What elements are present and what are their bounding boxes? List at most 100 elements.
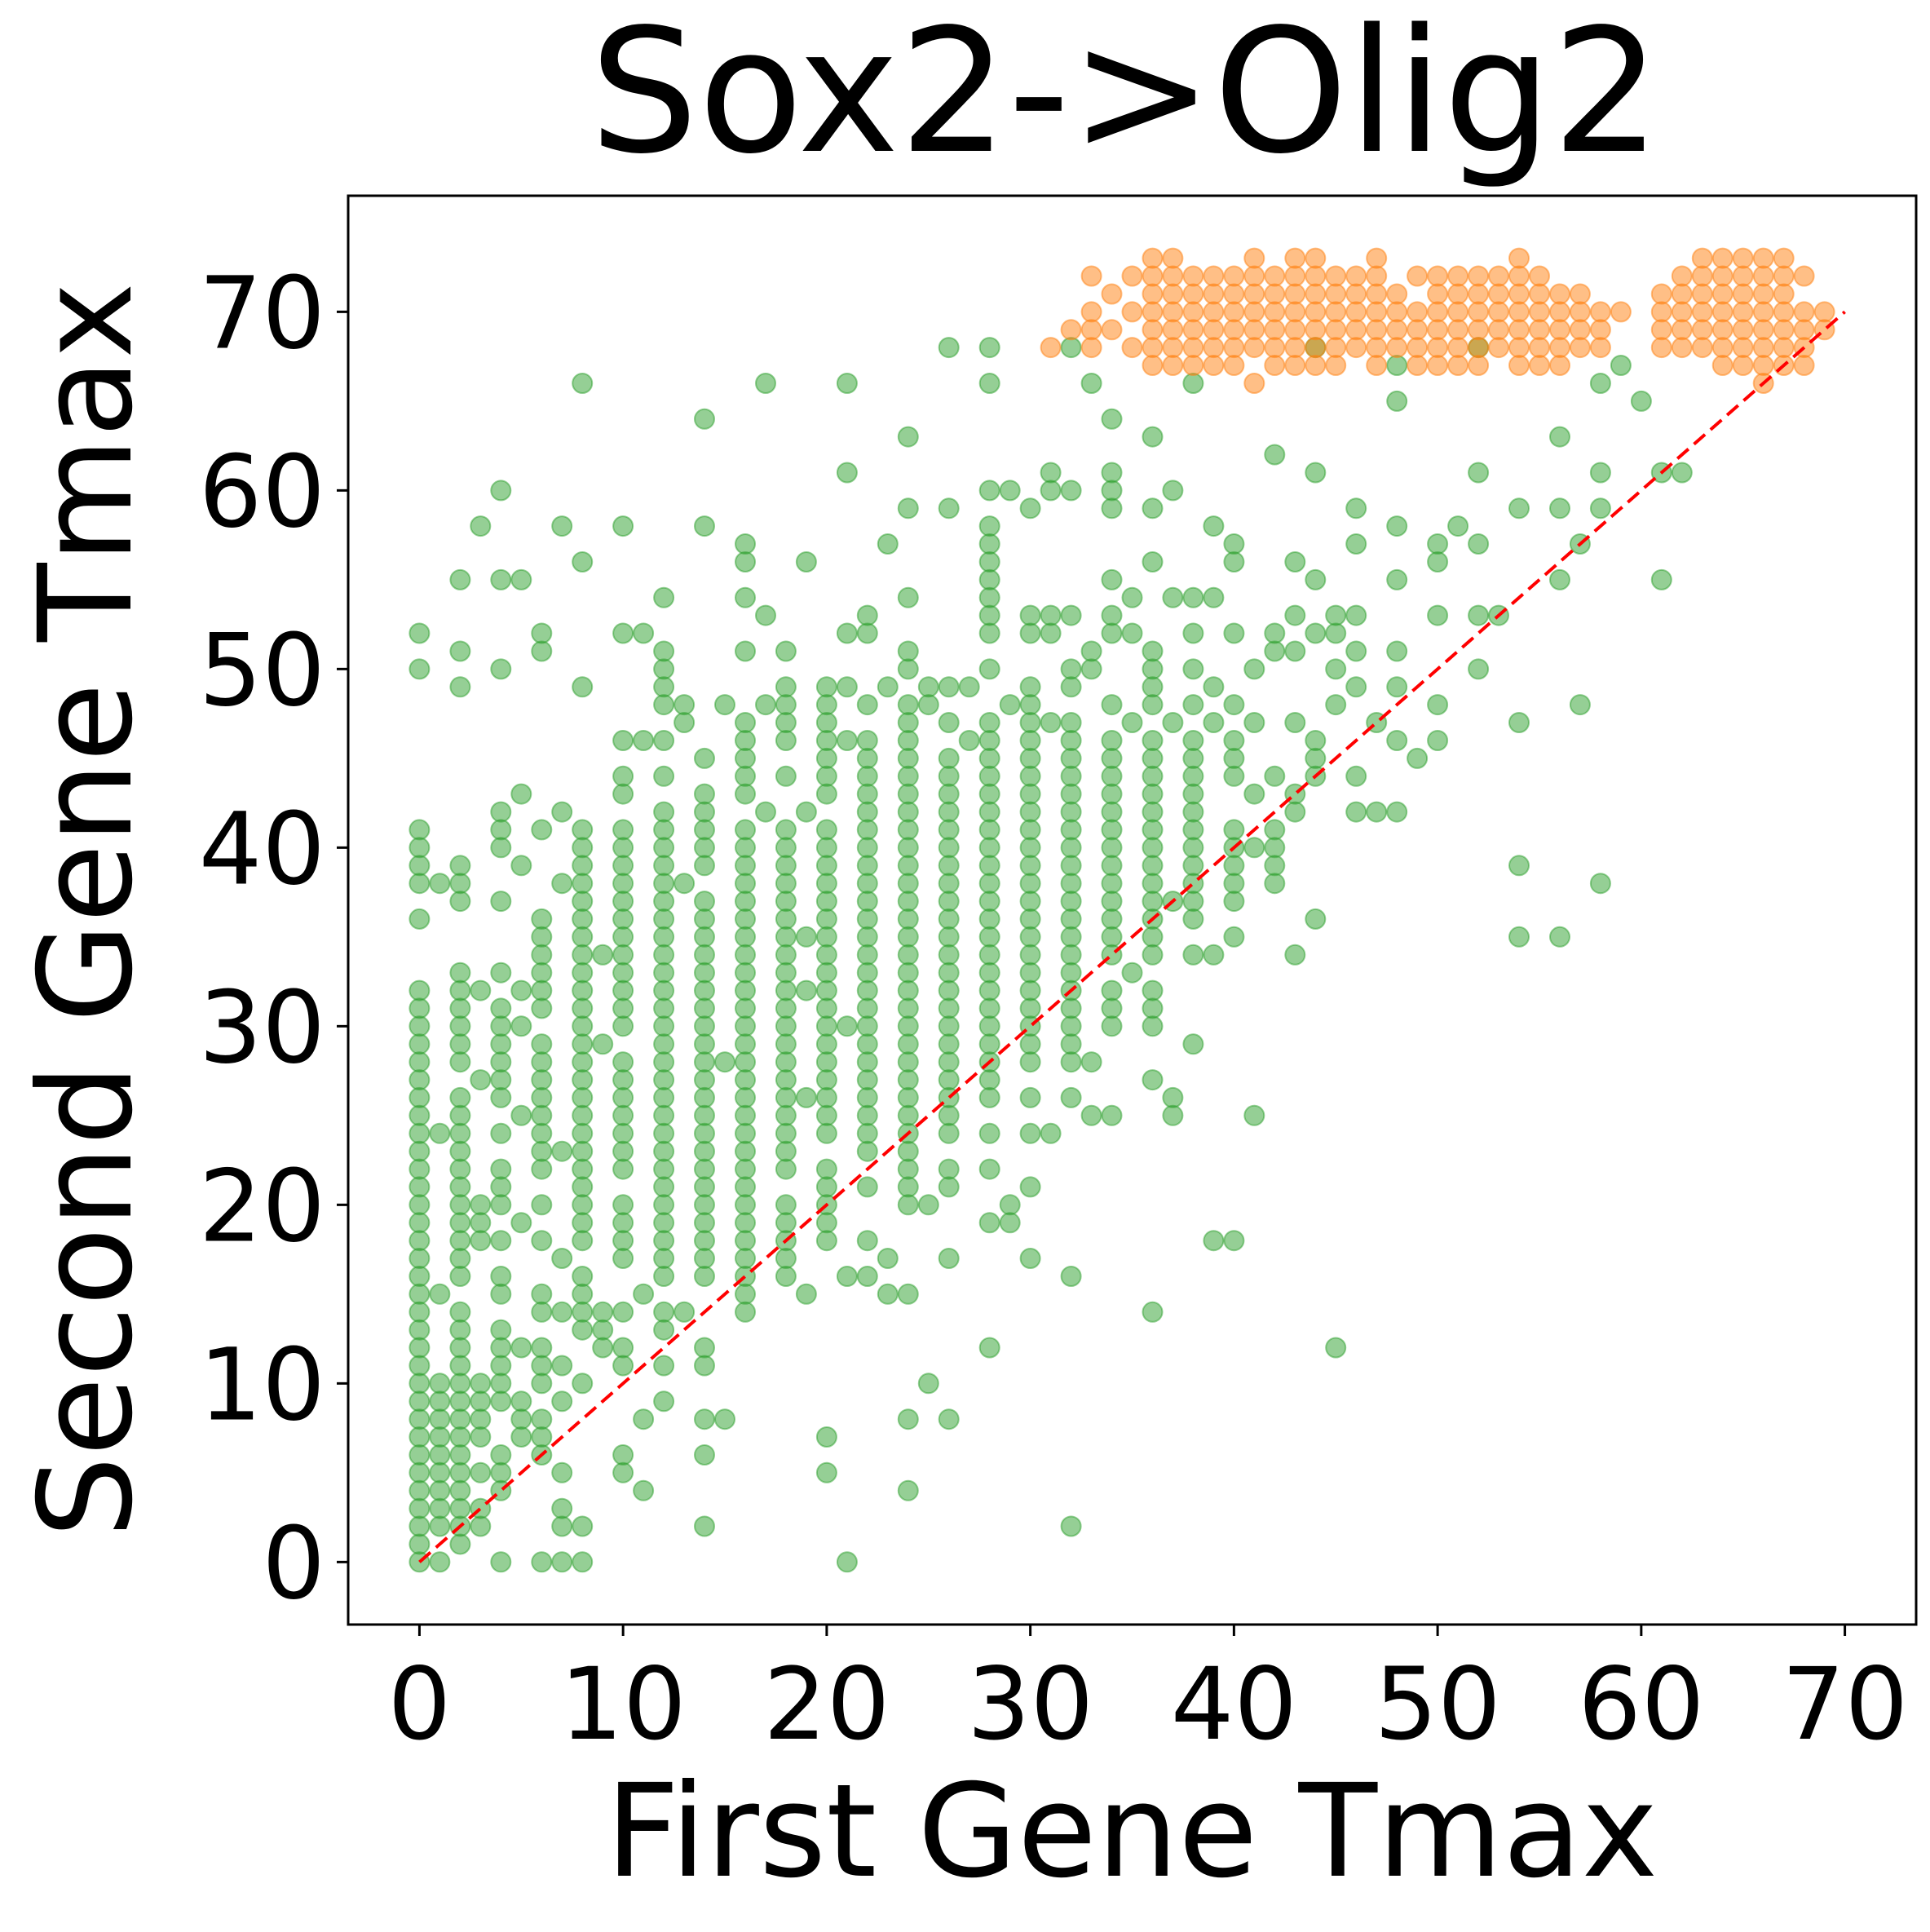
data-point-series-1 xyxy=(815,979,837,1001)
data-point-series-1 xyxy=(572,855,594,877)
data-point-series-1 xyxy=(1305,908,1327,930)
data-point-series-1 xyxy=(897,658,919,680)
data-point-series-1 xyxy=(1019,962,1041,984)
data-point-series-1 xyxy=(1345,497,1367,519)
data-point-series-1 xyxy=(490,962,512,984)
data-point-series-1 xyxy=(1325,1337,1347,1359)
data-point-series-1 xyxy=(856,837,878,859)
data-point-series-2 xyxy=(1223,301,1245,323)
data-point-series-2 xyxy=(1711,319,1733,341)
data-point-series-2 xyxy=(1203,319,1225,341)
data-point-series-1 xyxy=(1325,604,1347,626)
data-point-series-1 xyxy=(409,1301,431,1323)
data-point-series-1 xyxy=(1427,551,1449,573)
data-point-series-1 xyxy=(470,1373,492,1395)
data-point-series-1 xyxy=(1182,908,1204,930)
data-point-series-1 xyxy=(938,873,960,895)
data-point-series-1 xyxy=(978,604,1000,626)
data-point-series-1 xyxy=(1142,694,1164,716)
data-point-series-1 xyxy=(1060,944,1082,966)
data-point-series-1 xyxy=(1182,373,1204,394)
data-point-series-2 xyxy=(1162,301,1184,323)
data-point-series-1 xyxy=(653,1230,675,1252)
data-point-series-2 xyxy=(1773,301,1795,323)
data-point-series-2 xyxy=(1569,283,1591,305)
data-point-series-1 xyxy=(653,765,675,787)
data-point-series-2 xyxy=(1691,337,1713,359)
data-point-series-1 xyxy=(449,997,471,1019)
data-point-series-1 xyxy=(1019,979,1041,1001)
data-point-series-1 xyxy=(1019,1033,1041,1055)
data-point-series-1 xyxy=(836,730,858,751)
x-tick-label: 20 xyxy=(763,1647,890,1762)
y-tick-label: 60 xyxy=(199,434,325,550)
data-point-series-1 xyxy=(735,873,756,895)
data-point-series-2 xyxy=(1101,319,1123,341)
data-point-series-2 xyxy=(1305,319,1327,341)
data-point-series-1 xyxy=(633,622,655,644)
data-point-series-1 xyxy=(714,1408,735,1430)
data-point-series-1 xyxy=(409,1212,431,1234)
data-point-series-2 xyxy=(1345,319,1367,341)
data-point-series-1 xyxy=(1447,515,1469,537)
data-point-series-1 xyxy=(897,1283,919,1305)
data-point-series-1 xyxy=(735,533,756,555)
data-point-series-1 xyxy=(1223,855,1245,877)
data-point-series-2 xyxy=(1691,319,1713,341)
data-point-series-1 xyxy=(1223,765,1245,787)
data-point-series-2 xyxy=(1793,301,1815,323)
data-point-series-1 xyxy=(572,1086,594,1108)
data-point-series-2 xyxy=(1223,265,1245,287)
data-point-series-1 xyxy=(1040,712,1062,733)
data-point-series-2 xyxy=(1447,337,1469,359)
data-point-series-1 xyxy=(490,1266,512,1287)
data-point-series-1 xyxy=(572,962,594,984)
data-point-series-1 xyxy=(938,1033,960,1055)
data-point-series-1 xyxy=(1060,891,1082,913)
data-point-series-1 xyxy=(531,908,553,930)
data-point-series-1 xyxy=(449,1390,471,1413)
data-point-series-2 xyxy=(1732,247,1754,269)
data-point-series-1 xyxy=(572,1373,594,1395)
data-point-series-1 xyxy=(1142,426,1164,448)
data-point-series-2 xyxy=(1549,355,1570,376)
data-point-series-1 xyxy=(775,1122,797,1144)
data-point-series-1 xyxy=(551,1461,573,1483)
data-point-series-1 xyxy=(1223,891,1245,913)
data-point-series-1 xyxy=(1101,979,1123,1001)
data-point-series-1 xyxy=(1040,622,1062,644)
data-point-series-1 xyxy=(1142,640,1164,662)
data-point-series-1 xyxy=(449,1086,471,1108)
data-point-series-1 xyxy=(978,819,1000,841)
data-point-series-1 xyxy=(694,1337,715,1359)
data-point-series-2 xyxy=(1284,301,1306,323)
data-point-series-1 xyxy=(735,730,756,751)
data-point-series-1 xyxy=(409,658,431,680)
data-point-series-1 xyxy=(449,1533,471,1555)
data-point-series-1 xyxy=(815,1015,837,1037)
data-point-series-1 xyxy=(1121,586,1143,608)
data-point-series-1 xyxy=(592,1301,614,1323)
data-point-series-1 xyxy=(612,765,634,787)
data-point-series-2 xyxy=(1589,301,1611,323)
data-point-series-1 xyxy=(470,1212,492,1234)
data-point-series-1 xyxy=(1142,873,1164,895)
data-point-series-2 xyxy=(1793,319,1815,341)
data-point-series-1 xyxy=(938,801,960,823)
data-point-series-1 xyxy=(653,855,675,877)
data-point-series-1 xyxy=(714,1051,735,1073)
data-point-series-1 xyxy=(653,962,675,984)
data-point-series-1 xyxy=(836,373,858,394)
data-point-series-1 xyxy=(612,1015,634,1037)
data-point-series-1 xyxy=(449,1122,471,1144)
data-point-series-1 xyxy=(1468,462,1490,484)
data-point-series-1 xyxy=(1325,622,1347,644)
data-point-series-1 xyxy=(1427,730,1449,751)
data-point-series-1 xyxy=(1203,515,1225,537)
data-point-series-1 xyxy=(694,801,715,823)
data-point-series-1 xyxy=(775,1266,797,1287)
data-point-series-2 xyxy=(1671,319,1693,341)
data-point-series-1 xyxy=(510,568,532,590)
data-point-series-1 xyxy=(978,586,1000,608)
data-point-series-1 xyxy=(735,962,756,984)
